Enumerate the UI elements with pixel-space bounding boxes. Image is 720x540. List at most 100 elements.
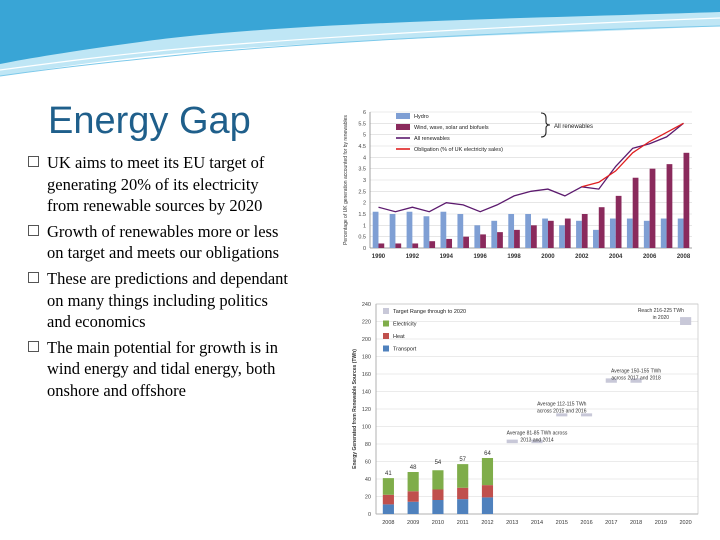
target-range-bar bbox=[580, 413, 593, 417]
line-all-renewables bbox=[378, 122, 684, 213]
x-tick-label: 2000 bbox=[541, 254, 555, 260]
bullet-text: Growth of renewables more or less on tar… bbox=[47, 221, 280, 263]
bar-wind-wave-solar-biofuels bbox=[598, 207, 605, 248]
legend-swatch bbox=[383, 333, 389, 339]
legend-label: Heat bbox=[393, 334, 405, 340]
target-range-bar bbox=[605, 378, 617, 383]
bar-wind-wave-solar-biofuels bbox=[615, 195, 622, 248]
y-tick-label: 6 bbox=[363, 110, 366, 116]
bullet-item: The main potential for growth is in wind… bbox=[28, 337, 290, 402]
bar-hydro bbox=[593, 229, 599, 248]
data-label-total: 48 bbox=[410, 465, 417, 471]
bar-transport bbox=[481, 497, 494, 514]
renewables-percentage-chart: 0 0.5 1 1.5 2 2.5 3 3.5 4 4.5 5 5.5 6 1990 1992 1994 199… bbox=[343, 110, 692, 260]
bar-wind-wave-solar-biofuels bbox=[463, 236, 469, 248]
target-annotation: Reach 216-225 TWh bbox=[638, 308, 684, 314]
y-axis-title: Energy Generated from Renewable Sources … bbox=[352, 349, 358, 469]
x-tick-label: 2015 bbox=[556, 520, 568, 526]
bullet-list: UK aims to meet its EU target of generat… bbox=[28, 152, 290, 406]
bullet-box-icon bbox=[28, 224, 39, 236]
y-tick-label: 160 bbox=[362, 372, 371, 378]
bar-transport bbox=[432, 500, 444, 514]
legend-label: Target Range through to 2020 bbox=[393, 309, 466, 315]
bar-heat bbox=[382, 494, 394, 505]
y-tick-label: 2.5 bbox=[358, 189, 366, 195]
y-tick-label: 60 bbox=[365, 460, 371, 466]
bar-wind-wave-solar-biofuels bbox=[581, 214, 588, 248]
bar-hydro bbox=[389, 214, 396, 248]
bar-wind-wave-solar-biofuels bbox=[378, 243, 385, 248]
x-tick-label: 2013 bbox=[506, 520, 518, 526]
bar-heat bbox=[407, 491, 419, 502]
legend-label: Obligation (% of UK electricity sales) bbox=[414, 147, 503, 153]
bar-transport bbox=[457, 499, 469, 514]
legend-label: All renewables bbox=[414, 136, 450, 142]
x-tick-label: 1994 bbox=[440, 254, 454, 260]
x-tick-label: 1996 bbox=[473, 254, 487, 260]
bar-hydro bbox=[406, 211, 413, 248]
bullet-item: Growth of renewables more or less on tar… bbox=[28, 221, 290, 264]
bar-wind-wave-solar-biofuels bbox=[649, 168, 656, 248]
line-obligation bbox=[581, 122, 684, 188]
bar-hydro bbox=[491, 220, 498, 248]
bar-hydro bbox=[508, 214, 515, 248]
y-tick-label: 5 bbox=[363, 133, 366, 139]
renewable-energy-twh-chart: 0 20 40 60 80 100 120 140 160 180 200 220 240 2008 200… bbox=[352, 302, 699, 526]
bar-heat bbox=[432, 489, 444, 500]
y-tick-label: 120 bbox=[362, 407, 371, 413]
y-tick-label: 4 bbox=[363, 155, 366, 161]
bar-hydro bbox=[576, 220, 582, 248]
x-tick-label: 2019 bbox=[655, 520, 667, 526]
bar-wind-wave-solar-biofuels bbox=[632, 177, 639, 248]
y-tick-label: 40 bbox=[365, 477, 371, 483]
bar-electricity bbox=[407, 472, 419, 492]
data-label-total: 41 bbox=[385, 471, 392, 477]
target-range-bar bbox=[630, 378, 642, 383]
x-tick-label: 1998 bbox=[507, 254, 521, 260]
legend-bracket bbox=[540, 112, 551, 138]
y-tick-label: 240 bbox=[362, 302, 371, 308]
slide-title: Energy Gap bbox=[48, 100, 251, 142]
bar-wind-wave-solar-biofuels bbox=[446, 238, 453, 248]
bar-wind-wave-solar-biofuels bbox=[531, 225, 537, 248]
bar-wind-wave-solar-biofuels bbox=[412, 243, 419, 248]
y-tick-label: 3 bbox=[363, 178, 366, 184]
target-annotation: Average 112-115 TWh bbox=[537, 402, 587, 408]
legend-label: Electricity bbox=[393, 322, 417, 328]
y-tick-label: 5.5 bbox=[358, 121, 366, 127]
bar-hydro bbox=[542, 218, 548, 248]
x-tick-label: 1990 bbox=[372, 254, 386, 260]
bar-hydro bbox=[609, 218, 616, 248]
bar-wind-wave-solar-biofuels bbox=[564, 218, 571, 248]
bar-wind-wave-solar-biofuels bbox=[666, 164, 673, 248]
legend-label: Transport bbox=[393, 347, 417, 353]
y-tick-label: 100 bbox=[362, 425, 371, 431]
target-range-bar bbox=[556, 413, 568, 417]
bar-wind-wave-solar-biofuels bbox=[547, 220, 554, 248]
data-label-total: 64 bbox=[484, 451, 491, 457]
bar-hydro bbox=[525, 214, 531, 248]
y-tick-label: 1.5 bbox=[358, 212, 366, 218]
y-tick-label: 180 bbox=[362, 355, 371, 361]
target-range-bar bbox=[531, 439, 543, 444]
legend-swatch bbox=[383, 308, 389, 314]
x-tick-label: 2010 bbox=[432, 520, 444, 526]
x-tick-label: 2018 bbox=[630, 520, 642, 526]
y-tick-label: 0 bbox=[368, 512, 371, 518]
data-label-total: 57 bbox=[459, 457, 466, 463]
target-annotation: Average 81-85 TWh across bbox=[507, 430, 568, 436]
y-tick-label: 1 bbox=[363, 223, 366, 229]
legend-swatch bbox=[396, 124, 410, 130]
bullet-item: UK aims to meet its EU target of generat… bbox=[28, 152, 290, 217]
target-annotation: in 2020 bbox=[653, 315, 670, 321]
bullet-item: These are predictions and dependant on m… bbox=[28, 268, 290, 333]
bar-hydro bbox=[559, 225, 565, 248]
y-tick-label: 80 bbox=[365, 442, 371, 448]
x-tick-label: 2006 bbox=[643, 254, 657, 260]
x-tick-label: 2017 bbox=[605, 520, 617, 526]
target-annotation: across 2015 and 2016 bbox=[537, 409, 587, 415]
y-tick-label: 20 bbox=[365, 495, 371, 501]
bar-hydro bbox=[457, 214, 464, 248]
bar-electricity bbox=[382, 478, 394, 495]
bullet-text: The main potential for growth is in wind… bbox=[47, 337, 278, 400]
